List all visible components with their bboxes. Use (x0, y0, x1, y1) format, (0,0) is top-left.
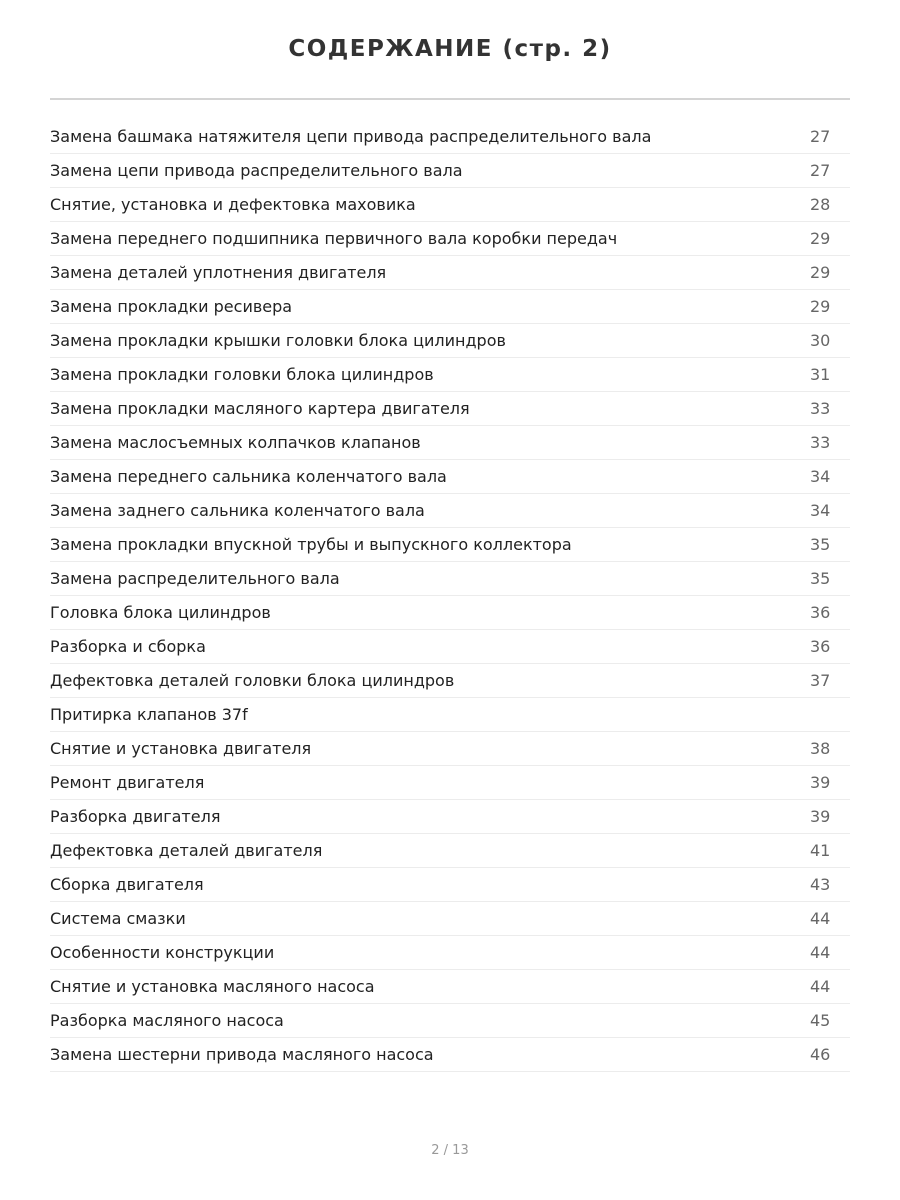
entry-page: 29 (810, 263, 831, 282)
entry-title: Замена прокладки масляного картера двига… (50, 399, 470, 418)
toc-entry: Дефектовка деталей головки блока цилиндр… (50, 664, 850, 698)
entry-title: Головка блока цилиндров (50, 603, 271, 622)
entry-page: 44 (810, 977, 831, 996)
toc-entry: Разборка двигателя 39 (50, 800, 850, 834)
toc-entry: Замена маслосъемных колпачков клапанов 33 (50, 426, 850, 460)
entry-title: Замена переднего сальника коленчатого ва… (50, 467, 447, 486)
toc-entry: Снятие и установка масляного насоса 44 (50, 970, 850, 1004)
toc-entry: Замена прокладки крышки головки блока ци… (50, 324, 850, 358)
toc-entry: Снятие, установка и дефектовка маховика 2… (50, 188, 850, 222)
entry-page: 36 (810, 603, 831, 622)
entry-title: Ремонт двигателя (50, 773, 205, 792)
entry-title: Снятие и установка масляного насоса (50, 977, 375, 996)
entry-page: 36 (810, 637, 831, 656)
entry-page: 39 (810, 773, 831, 792)
entry-page: 34 (810, 501, 831, 520)
toc-entry: Замена переднего подшипника первичного в… (50, 222, 850, 256)
toc-entry: Замена прокладки ресивера 29 (50, 290, 850, 324)
entry-title: Замена шестерни привода масляного насоса (50, 1045, 434, 1064)
toc-entry: Система смазки 44 (50, 902, 850, 936)
entry-page: 41 (810, 841, 831, 860)
entry-page: 35 (810, 535, 831, 554)
entry-title: Замена башмака натяжителя цепи привода р… (50, 127, 652, 146)
entry-title: Замена распределительного вала (50, 569, 340, 588)
entry-page: 43 (810, 875, 831, 894)
toc-entry: Головка блока цилиндров 36 (50, 596, 850, 630)
toc-entry: Разборка и сборка 36 (50, 630, 850, 664)
entry-title: Разборка двигателя (50, 807, 221, 826)
toc-entry: Разборка масляного насоса 45 (50, 1004, 850, 1038)
toc-entry: Дефектовка деталей двигателя 41 (50, 834, 850, 868)
entry-title: Дефектовка деталей двигателя (50, 841, 323, 860)
toc-entry: Снятие и установка двигателя 38 (50, 732, 850, 766)
entry-page: 33 (810, 433, 831, 452)
toc-entry: Замена переднего сальника коленчатого ва… (50, 460, 850, 494)
entry-page: 30 (810, 331, 831, 350)
entry-title: Разборка масляного насоса (50, 1011, 284, 1030)
toc-entry: Замена прокладки головки блока цилиндров… (50, 358, 850, 392)
entry-title: Замена цепи привода распределительного в… (50, 161, 463, 180)
toc-entry: Особенности конструкции 44 (50, 936, 850, 970)
entry-page: 37 (810, 671, 831, 690)
entry-page: 39 (810, 807, 831, 826)
toc-entry: Замена распределительного вала 35 (50, 562, 850, 596)
toc-entry: Замена шестерни привода масляного насоса… (50, 1038, 850, 1072)
table-of-contents: Замена башмака натяжителя цепи привода р… (50, 120, 850, 1072)
toc-entry: Притирка клапанов 37f (50, 698, 850, 732)
entry-title: Система смазки (50, 909, 186, 928)
entry-page: 33 (810, 399, 831, 418)
title: СОДЕРЖАНИЕ (стр. 2) (288, 36, 612, 62)
entry-title: Разборка и сборка (50, 637, 206, 656)
entry-title: Сборка двигателя (50, 875, 204, 894)
entry-title: Замена переднего подшипника первичного в… (50, 229, 618, 248)
entry-title: Снятие и установка двигателя (50, 739, 312, 758)
toc-entry: Замена деталей уплотнения двигателя 29 (50, 256, 850, 290)
toc-entry: Замена прокладки впускной трубы и выпуск… (50, 528, 850, 562)
entry-title: Замена заднего сальника коленчатого вала (50, 501, 425, 520)
entry-title: Замена прокладки крышки головки блока ци… (50, 331, 506, 350)
entry-page: 44 (810, 943, 831, 962)
entry-page: 34 (810, 467, 831, 486)
entry-title: Притирка клапанов 37f (50, 705, 248, 724)
toc-entry: Замена цепи привода распределительного в… (50, 154, 850, 188)
entry-page: 45 (810, 1011, 831, 1030)
toc-entry: Сборка двигателя 43 (50, 868, 850, 902)
toc-entry: Замена заднего сальника коленчатого вала… (50, 494, 850, 528)
entry-title: Замена маслосъемных колпачков клапанов (50, 433, 421, 452)
entry-title: Замена прокладки ресивера (50, 297, 293, 316)
page-indicator: 2 / 13 (431, 1143, 469, 1158)
entry-title: Замена прокладки впускной трубы и выпуск… (50, 535, 572, 554)
entry-page: 44 (810, 909, 831, 928)
entry-page: 29 (810, 229, 831, 248)
entry-page: 31 (810, 365, 831, 384)
entry-page: 46 (810, 1045, 831, 1064)
entry-page: 27 (810, 161, 831, 180)
entry-page: 29 (810, 297, 831, 316)
entry-page: 28 (810, 195, 831, 214)
entry-page: 27 (810, 127, 831, 146)
toc-entry: Замена прокладки масляного картера двига… (50, 392, 850, 426)
toc-entry: Ремонт двигателя 39 (50, 766, 850, 800)
entry-title: Особенности конструкции (50, 943, 275, 962)
entry-title: Дефектовка деталей головки блока цилиндр… (50, 671, 455, 690)
entry-title: Замена деталей уплотнения двигателя (50, 263, 387, 282)
entry-page: 35 (810, 569, 831, 588)
entry-title: Снятие, установка и дефектовка маховика (50, 195, 416, 214)
toc-entry: Замена башмака натяжителя цепи привода р… (50, 120, 850, 154)
entry-title: Замена прокладки головки блока цилиндров (50, 365, 434, 384)
entry-page: 38 (810, 739, 831, 758)
divider (50, 98, 850, 100)
